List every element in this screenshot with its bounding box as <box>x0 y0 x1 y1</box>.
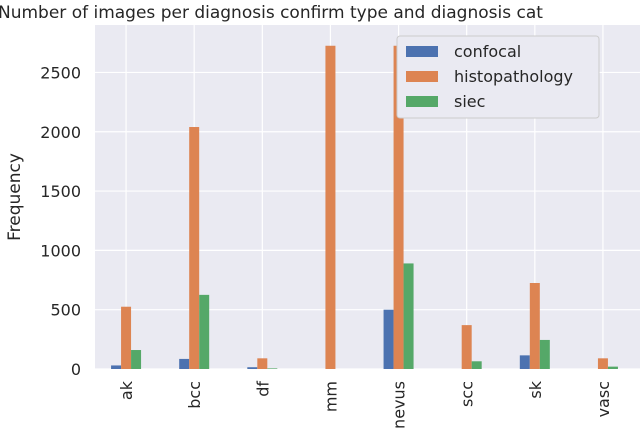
bar-siec-ak <box>131 350 142 369</box>
legend-label-confocal: confocal <box>454 42 521 61</box>
chart-title: Number of images per diagnosis confirm t… <box>0 3 543 23</box>
bar-histopathology-scc <box>461 325 472 369</box>
x-tick-label: ak <box>117 380 136 400</box>
y-tick-label: 2500 <box>40 63 81 82</box>
y-tick-label: 500 <box>50 301 81 320</box>
legend: confocal histopathology siec <box>396 35 600 119</box>
bar-histopathology-vasc <box>597 358 608 369</box>
bar-siec-bcc <box>199 294 210 369</box>
bar-histopathology-sk <box>529 283 540 369</box>
y-tick-label: 1000 <box>40 241 81 260</box>
y-axis-label: Frequency <box>5 153 25 241</box>
bar-histopathology-df <box>257 358 268 369</box>
legend-swatch-histopathology <box>406 71 438 82</box>
x-tick-label: nevus <box>390 381 409 429</box>
legend-label-siec: siec <box>454 92 485 111</box>
y-tick-label: 0 <box>71 360 81 379</box>
x-tick-label: bcc <box>185 381 204 409</box>
bar-confocal-sk <box>519 355 530 369</box>
bar-histopathology-ak <box>121 306 132 369</box>
bar-histopathology-bcc <box>189 127 200 369</box>
y-tick-label: 1500 <box>40 182 81 201</box>
y-tick-label: 2000 <box>40 123 81 142</box>
legend-swatch-confocal <box>406 46 438 57</box>
legend-label-histopathology: histopathology <box>454 67 573 86</box>
legend-box <box>396 35 600 119</box>
x-tick-label: sk <box>526 380 545 398</box>
bar-histopathology-nevus <box>393 45 404 370</box>
bar-confocal-ak <box>111 365 122 369</box>
bar-histopathology-mm <box>325 45 336 370</box>
bar-siec-vasc <box>607 366 618 369</box>
bar-confocal-bcc <box>179 358 190 369</box>
bar-siec-sk <box>539 339 550 369</box>
x-tick-label: scc <box>458 381 477 407</box>
legend-swatch-siec <box>406 96 438 107</box>
bar-siec-scc <box>471 361 482 369</box>
x-tick-label: mm <box>321 381 340 412</box>
x-tick-label: df <box>253 381 272 397</box>
bar-siec-nevus <box>403 263 414 369</box>
bar-confocal-df <box>247 367 258 369</box>
bar-confocal-nevus <box>383 309 394 369</box>
bar-siec-df <box>267 368 278 369</box>
x-tick-label: vasc <box>594 381 613 417</box>
